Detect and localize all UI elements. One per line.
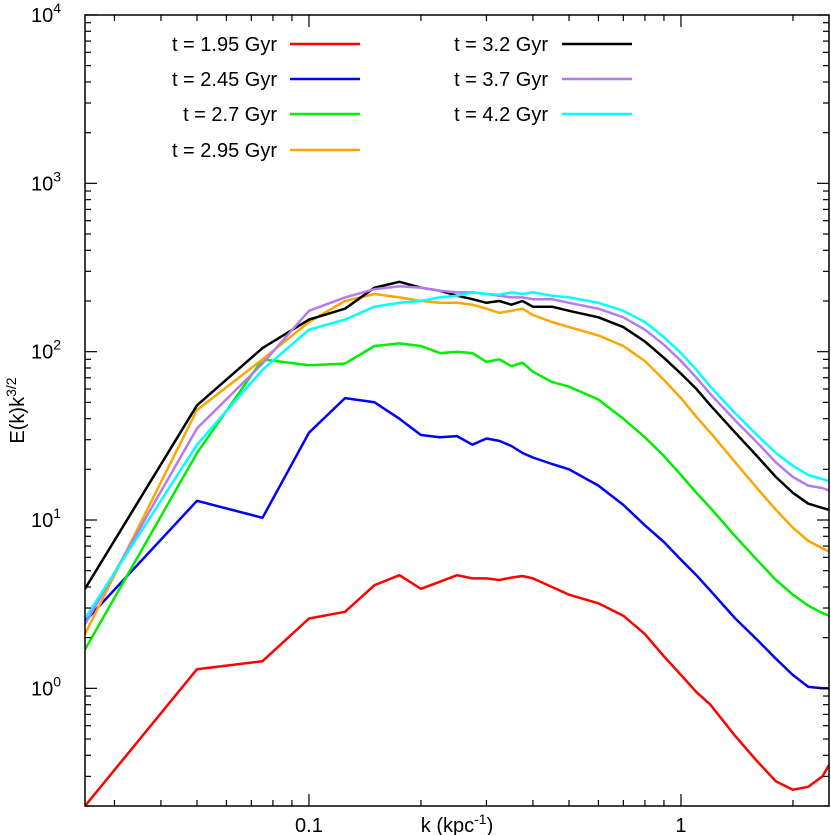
x-axis-label-superscript: -1 [474, 811, 487, 827]
series-line-6 [85, 291, 829, 620]
series-layer [85, 280, 829, 806]
legend-label: t = 2.95 Gyr [172, 140, 277, 162]
x-tick-label: 1 [675, 815, 686, 835]
y-axis-label-main: E(k)k [7, 396, 29, 444]
series-line-4 [85, 280, 829, 590]
y-tick-label: 103 [31, 168, 61, 195]
y-tick-label: 102 [31, 337, 61, 364]
y-tick-label: 104 [31, 0, 61, 27]
x-axis-label-end: ) [487, 815, 494, 835]
y-axis-label: E(k)k3/2 [3, 377, 29, 443]
y-tick-label: 101 [31, 505, 61, 532]
legend-label: t = 3.2 Gyr [454, 34, 548, 56]
legend-label: t = 2.7 Gyr [183, 104, 277, 126]
x-tick-label: 0.1 [295, 815, 323, 835]
series-line-5 [85, 284, 829, 625]
legend-label: t = 4.2 Gyr [454, 104, 548, 126]
y-axis-label-superscript: 3/2 [3, 377, 19, 397]
series-line-1 [85, 396, 829, 690]
legend: t = 1.95 Gyr t = 2.45 Gyr t = 2.7 Gyr t = 2… [172, 34, 632, 162]
x-axis-label-main: k (kpc [421, 815, 474, 835]
series-line-0 [85, 573, 829, 806]
series-line-2 [85, 342, 829, 651]
ticks-layer: 0.1 1 100 101 102 103 104 [31, 0, 829, 835]
x-axis-label: k (kpc-1) [421, 811, 493, 835]
legend-label: t = 2.45 Gyr [172, 69, 277, 91]
series-line-3 [85, 292, 829, 635]
legend-label: t = 3.7 Gyr [454, 69, 548, 91]
legend-label: t = 1.95 Gyr [172, 34, 277, 56]
plot-frame [84, 14, 830, 807]
y-tick-label: 100 [31, 673, 61, 700]
